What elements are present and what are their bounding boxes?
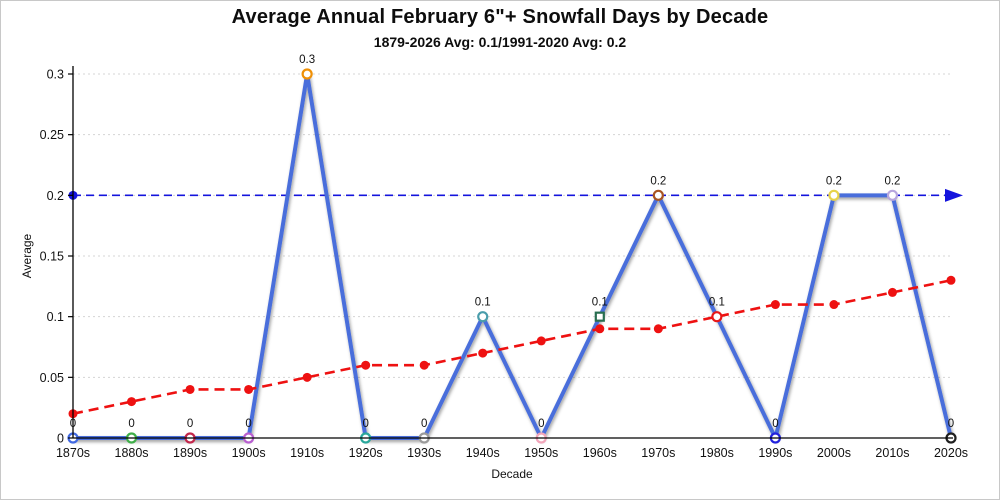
chart-subtitle: 1879-2026 Avg: 0.1/1991-2020 Avg: 0.2 [373,34,627,50]
x-tick-label: 1940s [466,446,500,460]
x-tick-label: 1900s [232,446,266,460]
x-tick-label: 1870s [56,446,90,460]
y-tick-label: 0.25 [40,128,64,142]
x-tick-label: 1990s [758,446,792,460]
data-point-label: 0 [245,418,251,430]
data-point-marker [477,311,489,323]
data-point-label: 0.1 [475,297,491,309]
y-tick-label: 0.05 [40,371,64,385]
data-point-label: 0 [70,418,76,430]
x-tick-label: 1950s [524,446,558,460]
x-tick-label: 1960s [583,446,617,460]
data-point-label: 0 [948,418,954,430]
data-point-label: 0 [362,418,368,430]
x-tick-label: 2010s [875,446,909,460]
trend-point [361,360,371,370]
reference-line-arrow-icon [945,188,963,202]
trend-point [185,384,195,394]
trend-point [887,287,897,297]
data-point-marker [301,68,313,80]
trend-line [72,278,952,416]
data-point-marker [594,311,605,322]
trend-point [478,348,488,358]
y-tick-label: 0.2 [47,189,64,203]
trend-point [127,397,137,407]
x-tick-label: 2000s [817,446,851,460]
data-point-label: 0 [772,418,778,430]
data-point-label: 0 [421,418,427,430]
y-tick-label: 0.15 [40,250,64,264]
trend-point [770,300,780,310]
trend-point [653,324,663,334]
reference-line-layer [68,188,963,202]
y-axis-title: Average [20,233,34,278]
data-point-label: 0 [128,418,134,430]
trend-point [829,300,839,310]
y-tick-label: 0.3 [47,68,64,82]
marker-layer [67,68,957,444]
data-point-label: 0.2 [826,175,842,187]
x-tick-label: 1980s [700,446,734,460]
gridlines [73,73,951,378]
x-tick-label: 1890s [173,446,207,460]
x-tick-label: 2020s [934,446,968,460]
data-point-label: 0 [187,418,193,430]
data-point-label: 0.1 [709,297,725,309]
x-tick-label: 1910s [290,446,324,460]
y-tick-label: 0 [57,432,64,446]
trend-point [536,336,546,346]
data-point-label: 0.3 [299,54,315,66]
y-tick-label: 0.1 [47,310,64,324]
x-axis-title: Decade [491,467,533,481]
data-point-label: 0 [538,418,544,430]
data-point-marker [886,189,899,201]
chart-title: Average Annual February 6"+ Snowfall Day… [231,6,769,28]
data-point-marker [711,311,723,323]
trend-series-layer [68,275,956,419]
data-point-label: 0.2 [884,175,900,187]
trend-point [419,360,429,370]
x-tick-label: 1920s [349,446,383,460]
data-point-label: 0.1 [592,297,608,309]
data-point-marker [828,189,840,201]
trend-point [946,275,956,285]
trend-point [244,384,254,394]
x-tick-label: 1930s [407,446,441,460]
trend-point [595,324,605,334]
data-point-marker [652,189,664,201]
axes-layer: 0 0.05 0.1 0.15 0.2 0.25 0.3 1870s 1880s 1890s 190… [40,66,968,460]
data-point-label: 0.2 [650,175,666,187]
trend-point [302,372,312,382]
x-tick-label: 1880s [115,446,149,460]
x-tick-label: 1970s [641,446,675,460]
data-label-layer: 0 0 0 0 0.3 0 0 0.1 0 0.1 0.2 0.1 0 0.2 0.2 0 [70,54,954,430]
